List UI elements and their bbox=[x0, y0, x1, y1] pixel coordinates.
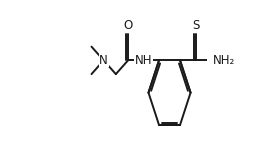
Text: NH: NH bbox=[135, 54, 152, 67]
Text: N: N bbox=[99, 54, 108, 67]
Text: O: O bbox=[123, 19, 133, 32]
Text: NH₂: NH₂ bbox=[213, 54, 235, 67]
Text: S: S bbox=[192, 19, 199, 32]
